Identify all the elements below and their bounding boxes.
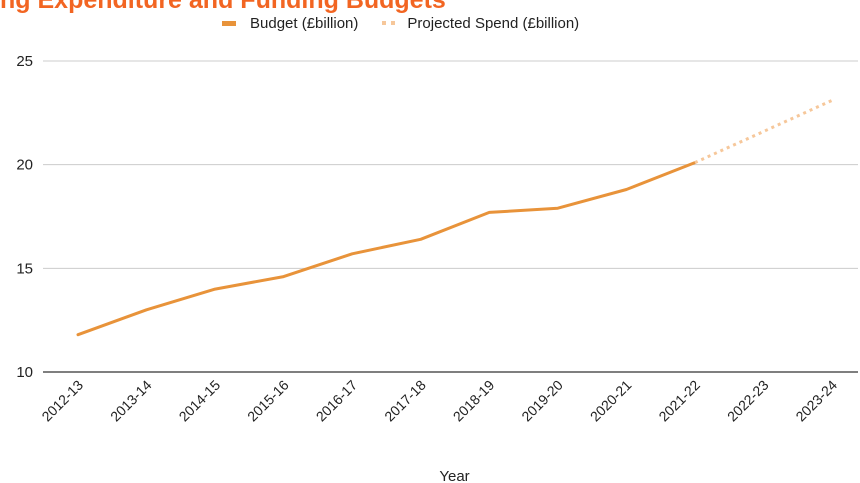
- legend: Budget (£billion) Projected Spend (£bill…: [222, 12, 603, 34]
- x-axis-ticks: 2012-13 2013-14 2014-15 2015-16 2016-17 2017-…: [38, 377, 840, 425]
- legend-item-projected[interactable]: Projected Spend (£billion): [382, 15, 579, 32]
- gridlines: [43, 60, 858, 373]
- x-tick-label: 2014-15: [176, 377, 224, 425]
- series-lines: [76, 99, 833, 337]
- legend-label-budget: Budget (£billion): [250, 14, 359, 32]
- legend-item-budget[interactable]: Budget (£billion): [222, 15, 358, 32]
- x-axis-label: Year: [439, 468, 469, 483]
- x-tick-label: 2019-20: [518, 377, 566, 425]
- x-tick-label: 2012-13: [38, 377, 86, 425]
- chart-title: ng Expenditure and Funding Budgets: [0, 0, 446, 14]
- series-line-budget[interactable]: [76, 161, 697, 337]
- x-tick-label: 2013-14: [107, 377, 155, 425]
- y-tick-label: 20: [16, 157, 33, 174]
- y-tick-label: 10: [16, 364, 33, 381]
- x-tick-label: 2020-21: [587, 377, 635, 425]
- y-axis-ticks: 10 15 20 25: [16, 53, 33, 381]
- legend-label-projected: Projected Spend (£billion): [407, 14, 580, 32]
- series-line-projected-spend[interactable]: [694, 99, 833, 164]
- legend-swatch-budget: [222, 20, 236, 26]
- x-tick-label: 2016-17: [313, 377, 361, 425]
- x-tick-label: 2015-16: [244, 377, 292, 425]
- y-tick-label: 15: [16, 260, 33, 277]
- legend-swatch-projected: [382, 21, 396, 25]
- x-tick-label: 2017-18: [381, 377, 429, 425]
- y-tick-label: 25: [16, 53, 33, 70]
- x-tick-label: 2021-22: [655, 377, 703, 425]
- x-tick-label: 2023-24: [792, 377, 840, 425]
- x-tick-label: 2018-19: [450, 377, 498, 425]
- x-tick-label: 2022-23: [724, 377, 772, 425]
